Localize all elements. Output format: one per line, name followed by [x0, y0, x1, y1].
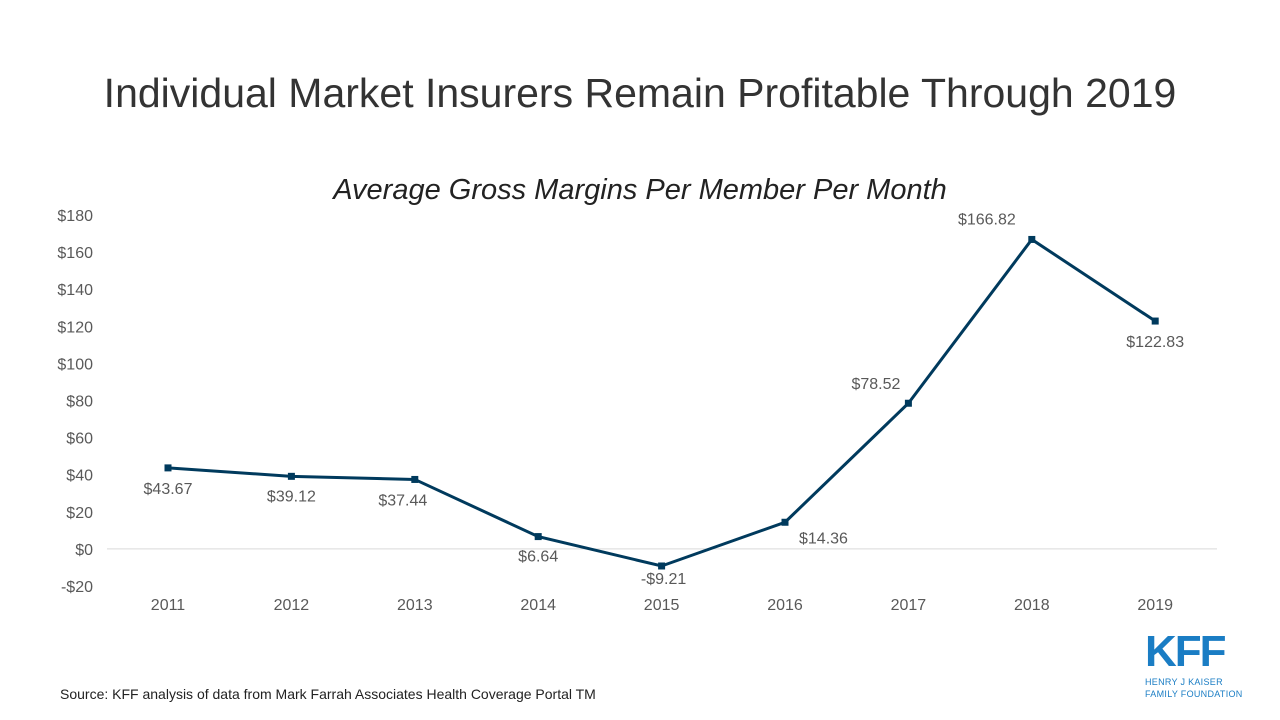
- data-label: $43.67: [144, 481, 193, 498]
- x-tick-label: 2016: [767, 597, 803, 614]
- data-point: [1151, 317, 1159, 325]
- source-note: Source: KFF analysis of data from Mark F…: [60, 686, 596, 702]
- x-tick-label: 2018: [1014, 597, 1050, 614]
- y-tick-label: $140: [57, 282, 93, 299]
- data-label: $14.36: [799, 530, 848, 547]
- y-tick-label: $60: [66, 431, 93, 448]
- data-point: [658, 562, 666, 570]
- x-tick-label: 2015: [644, 597, 680, 614]
- y-tick-label: $0: [75, 542, 93, 559]
- data-label: $78.52: [851, 376, 900, 393]
- x-tick-label: 2017: [891, 597, 927, 614]
- data-point: [904, 399, 912, 407]
- kff-logo: KFF HENRY J KAISER FAMILY FOUNDATION: [1145, 628, 1245, 700]
- data-label: $6.64: [518, 549, 558, 566]
- data-label: -$9.21: [641, 571, 686, 588]
- logo-mark: KFF: [1145, 627, 1227, 676]
- y-tick-label: $20: [66, 505, 93, 522]
- x-tick-label: 2014: [520, 597, 556, 614]
- x-tick-label: 2013: [397, 597, 433, 614]
- chart-title: Average Gross Margins Per Member Per Mon…: [331, 174, 947, 206]
- data-label: $39.12: [267, 488, 316, 505]
- data-point: [411, 475, 419, 483]
- y-tick-label: $40: [66, 468, 93, 485]
- series-line: [167, 237, 1157, 568]
- data-point: [164, 464, 172, 472]
- logo-line2: FAMILY FOUNDATION: [1145, 689, 1243, 699]
- y-tick-label: $120: [57, 319, 93, 336]
- data-label: $166.82: [958, 211, 1016, 228]
- slide-title: Individual Market Insurers Remain Profit…: [103, 70, 1177, 116]
- y-tick-label: $80: [66, 394, 93, 411]
- y-tick-label: -$20: [61, 579, 93, 596]
- data-label: $37.44: [378, 492, 427, 509]
- y-tick-label: $160: [57, 245, 93, 262]
- data-point: [1028, 235, 1036, 243]
- data-label: $122.83: [1126, 334, 1184, 351]
- logo-line1: HENRY J KAISER: [1145, 677, 1223, 687]
- x-tick-label: 2012: [274, 597, 310, 614]
- x-tick-label: 2011: [151, 597, 186, 614]
- y-tick-label: $100: [57, 356, 93, 373]
- data-point: [287, 472, 295, 480]
- data-point: [781, 518, 789, 526]
- x-tick-label: 2019: [1137, 597, 1173, 614]
- data-point: [534, 533, 542, 541]
- y-tick-label: $180: [57, 208, 93, 225]
